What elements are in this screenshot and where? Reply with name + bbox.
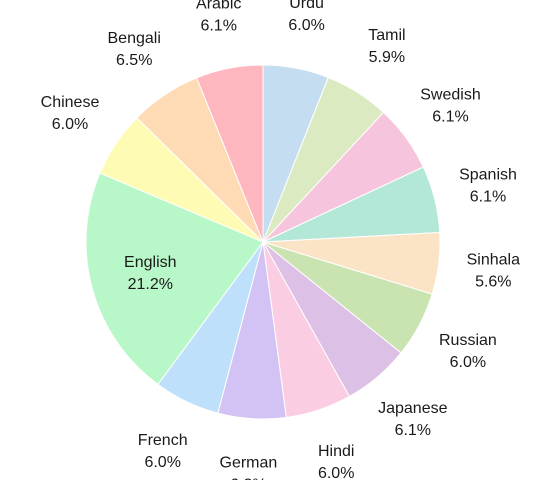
pie-label-chinese: Chinese 6.0% [41,94,100,133]
pie-label-name: Swedish [420,86,480,103]
pie-label-russian: Russian 6.0% [439,332,497,371]
pie-label-value: 6.0% [318,465,354,480]
pie-label-english: English 21.2% [124,254,176,293]
pie-label-value: 6.5% [116,52,152,69]
pie-label-german: German 6.2% [220,455,278,480]
pie-label-name: Japanese [378,400,447,417]
pie-label-value: 6.1% [395,422,431,439]
pie-label-name: Tamil [368,27,405,44]
pie-label-name: Russian [439,332,497,349]
pie-label-tamil: Tamil 5.9% [368,27,405,66]
pie-label-name: Urdu [289,0,324,12]
pie-label-sinhala: Sinhala 5.6% [467,251,520,290]
pie-label-name: Chinese [41,94,100,111]
pie-label-name: Hindi [318,443,354,460]
pie-label-name: German [220,455,278,472]
pie-label-value: 21.2% [128,276,173,293]
pie-label-urdu: Urdu 6.0% [288,0,324,34]
pie-label-value: 6.0% [288,17,324,34]
pie-label-japanese: Japanese 6.1% [378,400,447,439]
pie-label-name: French [138,432,188,449]
pie-label-name: Spanish [459,167,517,184]
pie-slice-english [85,172,264,386]
pie-slice-arabic [196,64,264,243]
pie-label-arabic: Arabic 6.1% [196,0,241,34]
pie-slices [85,64,441,420]
pie-label-value: 6.2% [230,477,266,480]
pie-label-value: 5.9% [369,49,405,66]
pie-label-french: French 6.0% [138,432,188,471]
pie-label-hindi: Hindi 6.0% [318,443,354,480]
pie-label-value: 6.1% [432,108,468,125]
pie-label-value: 6.1% [200,17,236,34]
pie-label-value: 6.0% [144,454,180,471]
pie-label-value: 6.1% [470,189,506,206]
pie-label-name: English [124,254,176,271]
pie-label-name: Sinhala [467,251,520,268]
pie-labels: Urdu 6.0%Tamil 5.9%Swedish 6.1%Spanish 6.1%S… [41,0,520,480]
pie-label-bengali: Bengali 6.5% [108,30,161,69]
pie-label-name: Bengali [108,30,161,47]
pie-label-value: 5.6% [475,273,511,290]
pie-label-swedish: Swedish 6.1% [420,86,480,125]
pie-label-spanish: Spanish 6.1% [459,167,517,206]
pie-label-value: 6.0% [52,116,88,133]
pie-label-value: 6.0% [450,354,486,371]
pie-label-name: Arabic [196,0,241,12]
